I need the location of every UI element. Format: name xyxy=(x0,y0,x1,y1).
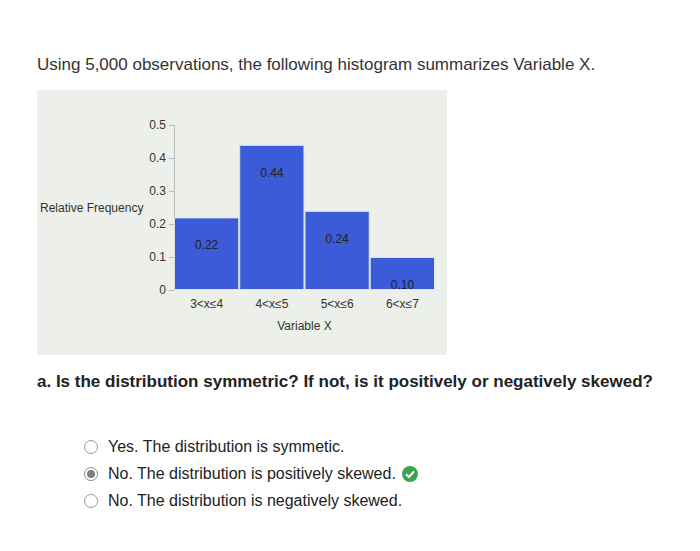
svg-text:0.5: 0.5 xyxy=(149,118,166,132)
svg-text:0.1: 0.1 xyxy=(149,250,166,264)
svg-text:0.44: 0.44 xyxy=(260,166,284,180)
svg-text:Variable X: Variable X xyxy=(277,319,331,333)
svg-text:0.4: 0.4 xyxy=(149,151,166,165)
svg-text:0: 0 xyxy=(159,283,166,297)
html-text:Using 5,000 observations, the: Using 5,000 observations, the following … xyxy=(37,55,596,74)
svg-text:Relative Frequency: Relative Frequency xyxy=(40,201,143,215)
svg-text:6<x≤7: 6<x≤7 xyxy=(386,297,419,311)
svg-text:0.2: 0.2 xyxy=(149,217,166,231)
html-text:Yes. The distribution is symme: Yes. The distribution is symmetic. xyxy=(108,437,345,455)
svg-text:0.3: 0.3 xyxy=(149,184,166,198)
svg-text:0.22: 0.22 xyxy=(195,238,219,252)
svg-text:3<x≤4: 3<x≤4 xyxy=(190,297,223,311)
svg-text:4<x≤5: 4<x≤5 xyxy=(255,297,288,311)
svg-text:0.10: 0.10 xyxy=(391,278,415,292)
svg-text:5<x≤6: 5<x≤6 xyxy=(321,297,354,311)
html-text:a. Is the distribution symmetr: a. Is the distribution symmetric? If not… xyxy=(37,372,653,391)
html-text:No. The distribution is positi: No. The distribution is positively skewe… xyxy=(108,464,396,482)
html-text:No. The distribution is negati: No. The distribution is negatively skewe… xyxy=(108,491,403,509)
svg-text:0.24: 0.24 xyxy=(325,232,349,246)
